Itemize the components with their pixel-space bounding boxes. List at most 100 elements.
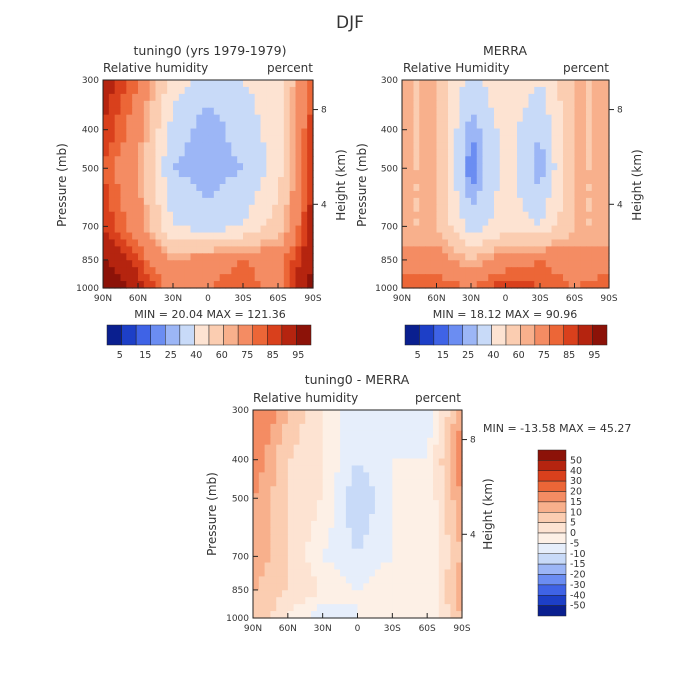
heatmap-cell <box>374 451 382 460</box>
heatmap-cell <box>574 177 581 185</box>
heatmap-cell <box>448 100 455 109</box>
heatmap-cell <box>270 416 277 425</box>
heatmap-cell <box>482 246 489 254</box>
heatmap-cell <box>545 121 553 130</box>
heatmap-cell <box>557 197 564 206</box>
heatmap-cell <box>392 576 399 584</box>
heatmap-cell <box>398 583 405 591</box>
heatmap-cell <box>591 121 599 130</box>
heatmap-cell <box>574 267 581 275</box>
heatmap-cell <box>374 507 382 515</box>
heatmap-cell <box>380 444 388 453</box>
heatmap-cell <box>213 190 221 199</box>
heatmap-cell <box>409 493 417 501</box>
heatmap-cell <box>272 149 279 157</box>
heatmap-cell <box>138 100 145 109</box>
heatmap-cell <box>340 500 347 508</box>
heatmap-cell <box>494 100 501 109</box>
heatmap-cell <box>482 163 489 171</box>
heatmap-cell <box>459 86 466 95</box>
heatmap-cell <box>574 218 581 227</box>
heatmap-cell <box>322 604 330 612</box>
heatmap-cell <box>465 239 472 247</box>
heatmap-cell <box>392 493 399 501</box>
heatmap-cell <box>450 527 457 536</box>
heatmap-cell <box>351 597 359 605</box>
heatmap-cell <box>307 218 314 227</box>
heatmap-cell <box>167 163 174 171</box>
heatmap-cell <box>603 86 610 95</box>
heatmap-cell <box>597 281 604 289</box>
heatmap-cell <box>173 177 180 185</box>
heatmap-cell <box>334 437 341 446</box>
heatmap-cell <box>534 86 541 95</box>
heatmap-cell <box>351 493 359 501</box>
heatmap-cell <box>243 128 250 137</box>
colorbar-swatch <box>537 543 567 554</box>
heatmap-cell <box>409 514 417 522</box>
heatmap-cell <box>237 86 244 95</box>
heatmap-cell <box>301 80 308 88</box>
heatmap-cell <box>499 114 507 123</box>
heatmap-cell <box>184 142 192 150</box>
heatmap-cell <box>293 548 301 557</box>
heatmap-cell <box>282 465 289 473</box>
heatmap-cell <box>237 281 244 289</box>
heatmap-cell <box>225 170 232 178</box>
heatmap-cell <box>442 80 449 88</box>
heatmap-cell <box>413 86 420 95</box>
heatmap-cell <box>499 253 507 261</box>
heatmap-cell <box>448 225 455 234</box>
heatmap-cell <box>568 100 576 109</box>
heatmap-cell <box>427 514 434 522</box>
heatmap-cell <box>161 135 168 143</box>
heatmap-cell <box>482 114 489 123</box>
heatmap-cell <box>534 211 541 220</box>
heatmap-cell <box>419 281 426 289</box>
heatmap-cell <box>363 604 370 612</box>
heatmap-cell <box>289 142 297 150</box>
heatmap-cell <box>476 177 484 185</box>
heatmap-cell <box>403 590 411 598</box>
y-axis-label: Pressure (mb) <box>55 143 69 227</box>
heatmap-cell <box>465 204 472 213</box>
heatmap-cell <box>108 274 116 282</box>
heatmap-cell <box>190 114 197 123</box>
heatmap-cell <box>126 246 133 254</box>
heatmap-cell <box>511 274 518 282</box>
heatmap-cell <box>402 142 409 150</box>
heatmap-cell <box>173 204 180 213</box>
heatmap-cell <box>167 86 174 95</box>
heatmap-cell <box>316 507 324 515</box>
heatmap-cell <box>557 253 564 261</box>
heatmap-cell <box>208 135 215 143</box>
heatmap-cell <box>419 80 426 88</box>
heatmap-cell <box>499 267 507 275</box>
heatmap-cell <box>307 100 314 109</box>
heatmap-cell <box>254 100 262 109</box>
heatmap-cell <box>276 486 283 494</box>
heatmap-cell <box>363 534 370 543</box>
heatmap-cell <box>597 274 604 282</box>
heatmap-cell <box>574 121 581 130</box>
heatmap-cell <box>322 527 330 536</box>
heatmap-cell <box>398 569 405 577</box>
heatmap-cell <box>444 437 451 446</box>
heatmap-cell <box>301 253 308 261</box>
heatmap-cell <box>299 597 306 605</box>
heatmap-cell <box>190 197 197 206</box>
heatmap-cell <box>345 500 353 508</box>
heatmap-cell <box>403 507 411 515</box>
heatmap-cell <box>328 486 335 494</box>
heatmap-cell <box>260 274 267 282</box>
heatmap-cell <box>178 121 186 130</box>
heatmap-cell <box>603 274 610 282</box>
heatmap-cell <box>438 430 446 439</box>
heatmap-cell <box>522 149 530 157</box>
heatmap-cell <box>456 562 463 571</box>
heatmap-cell <box>293 569 301 577</box>
heatmap-cell <box>409 534 417 543</box>
heatmap-cell <box>438 486 446 494</box>
heatmap-cell <box>276 423 283 432</box>
heatmap-cell <box>340 479 347 487</box>
